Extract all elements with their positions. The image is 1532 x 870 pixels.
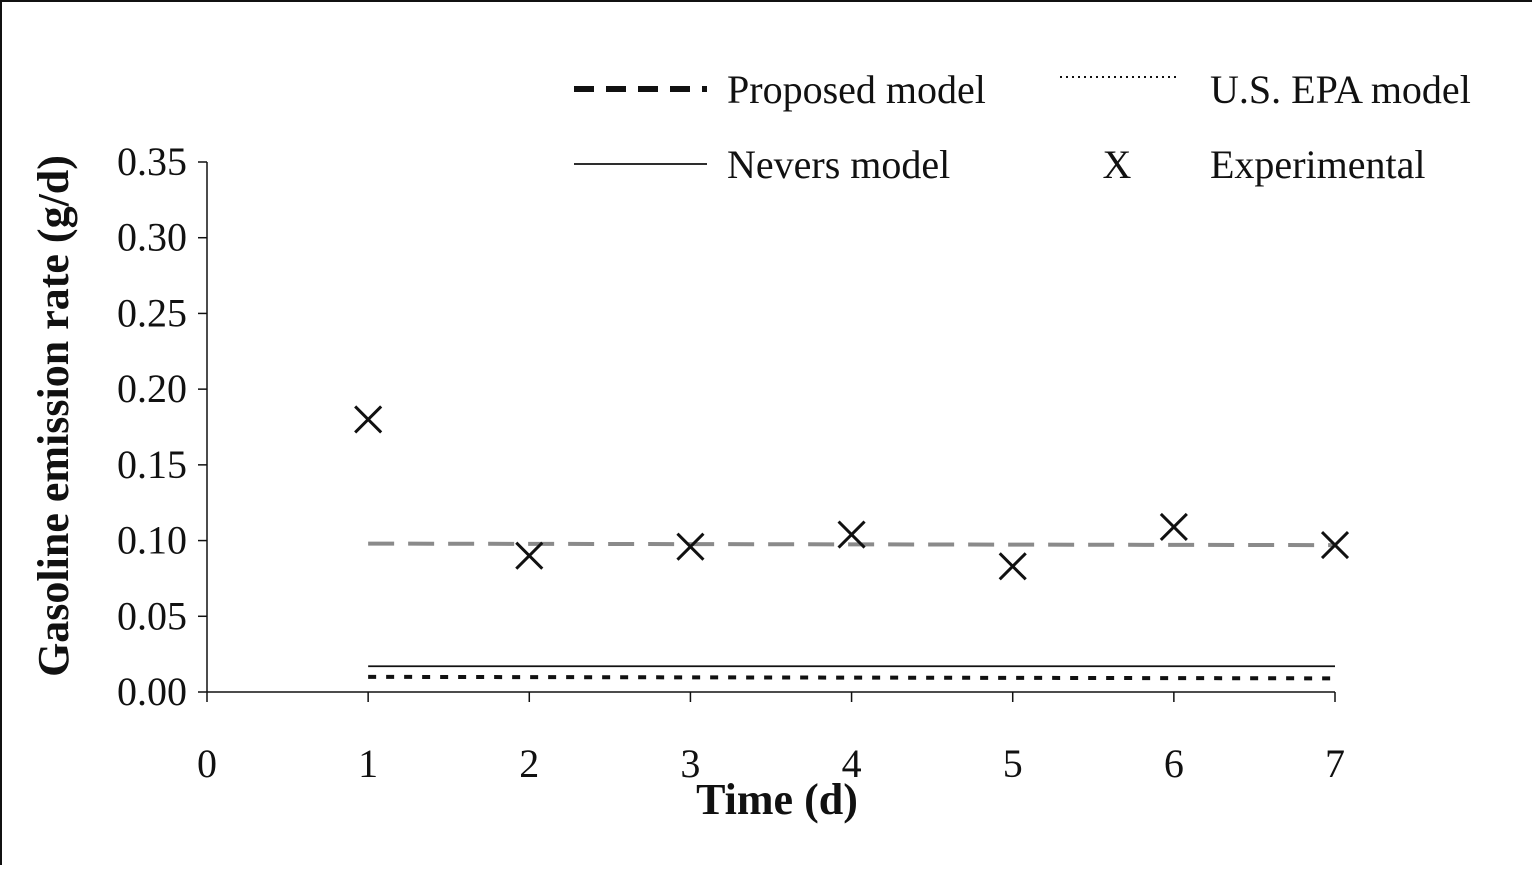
y-tick-label: 0.20 (117, 366, 187, 411)
legend-label: Proposed model (727, 67, 986, 112)
data-point (1320, 531, 1350, 560)
legend-label: Experimental (1210, 142, 1425, 187)
marker-stroke (998, 552, 1027, 581)
y-tick-label: 0.15 (117, 442, 187, 487)
y-tick-label: 0.10 (117, 518, 187, 563)
marker-stroke (1320, 531, 1350, 560)
y-tick-label: 0.25 (117, 290, 187, 335)
legend-label: Nevers model (727, 142, 950, 187)
legend-entry: Proposed model (574, 67, 986, 112)
x-tick-label: 0 (197, 741, 217, 786)
x-axis-title: Time (d) (696, 775, 858, 824)
data-point (515, 541, 544, 570)
axes: 0.00 0.05 0.10 0.15 0.20 0.25 0.30 0.35 0 1 2 3 4 5 6 7 (117, 139, 1345, 786)
legend-label: U.S. EPA model (1210, 67, 1471, 112)
x-tick-label: 5 (1003, 741, 1023, 786)
series-layer (354, 405, 1350, 681)
legend-entry: X Experimental (1103, 142, 1426, 187)
y-tick-label: 0.05 (117, 593, 187, 638)
series-experimental (354, 405, 1350, 581)
marker-stroke (354, 405, 383, 434)
series-u-s-epa-model-line (368, 541, 1336, 548)
marker-stroke (515, 541, 544, 570)
y-axis-title: Gasoline emission rate (g/d) (29, 155, 78, 677)
legend: Proposed model U.S. EPA model Nevers model… (574, 67, 1471, 187)
data-point (1159, 512, 1188, 542)
legend-entry: U.S. EPA model (1060, 67, 1471, 112)
series-proposed-model (368, 674, 1336, 681)
x-tick-label: 2 (519, 741, 539, 786)
x-tick-label: 1 (358, 741, 378, 786)
x-tick-label: 6 (1164, 741, 1184, 786)
x-tick-label: 3 (680, 741, 700, 786)
data-point (998, 552, 1027, 581)
data-point (837, 520, 866, 549)
x-tick-label: 7 (1325, 741, 1345, 786)
x-tick-label: 4 (842, 741, 862, 786)
series-proposed-model-line (368, 674, 1336, 681)
y-tick-label: 0.30 (117, 215, 187, 260)
legend-entry: Nevers model (574, 142, 950, 187)
data-point (676, 532, 705, 561)
legend-marker: X (1103, 142, 1132, 187)
marker-stroke (1159, 512, 1188, 542)
data-point (354, 405, 383, 434)
series-u-s-epa-model (368, 541, 1336, 548)
marker-stroke (676, 532, 705, 561)
y-tick-label: 0.00 (117, 669, 187, 714)
y-tick-label: 0.35 (117, 139, 187, 184)
marker-stroke (837, 520, 866, 549)
